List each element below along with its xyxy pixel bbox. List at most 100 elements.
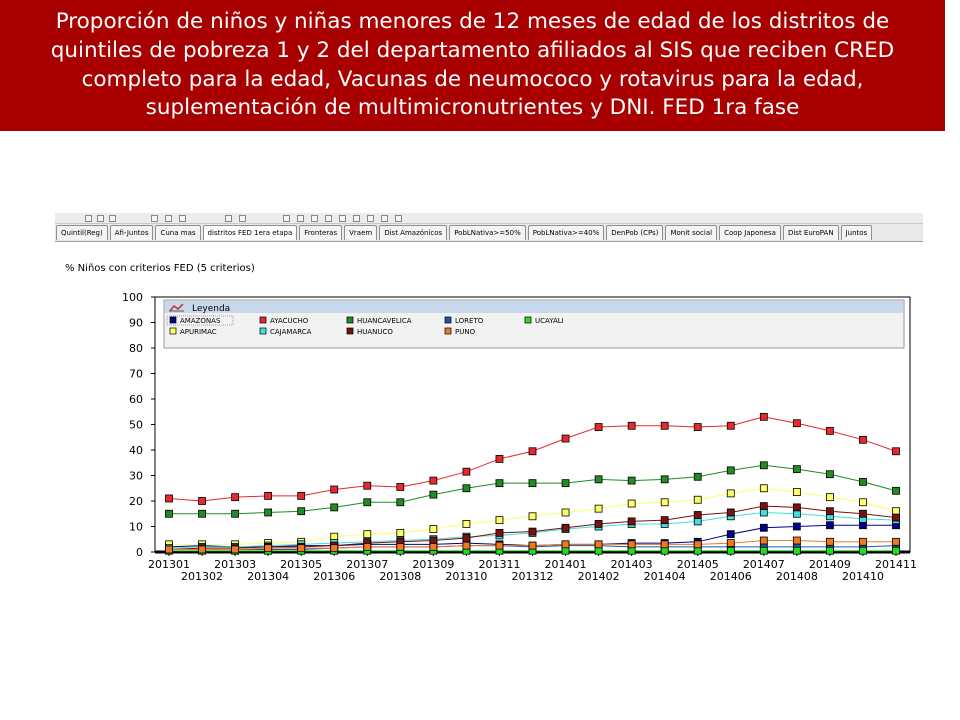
legend-swatch-huanuco — [346, 327, 354, 335]
x-tick-label: 201311 — [478, 558, 520, 571]
tab-juntos[interactable]: Juntos — [840, 225, 873, 240]
tab-afi-juntos[interactable]: Afi-Juntos — [109, 225, 154, 240]
toolbar-button-icon[interactable] — [283, 215, 290, 222]
toolbar-button-icon[interactable] — [395, 215, 402, 222]
legend-label-huancavelica: HUANCAVELICA — [357, 317, 412, 325]
tab-poblnativa-40[interactable]: PobLNativa>=40% — [527, 225, 605, 240]
x-tick-label: 201403 — [611, 558, 653, 571]
y-tick-label: 20 — [129, 495, 143, 508]
data-point-cajamarca — [759, 508, 768, 517]
y-tick-label: 60 — [129, 393, 143, 406]
y-tick-label: 30 — [129, 470, 143, 483]
legend-label-loreto: LORETO — [455, 317, 484, 325]
tab-cuna-mas[interactable]: Cuna mas — [155, 225, 201, 240]
data-point-ucayali — [561, 546, 570, 555]
data-point-huanuco — [429, 536, 438, 545]
data-point-ucayali — [693, 546, 702, 555]
chart-area: % Niños con criterios FED (5 criterios) … — [55, 243, 923, 593]
data-point-huancavelica — [165, 509, 173, 518]
data-point-huanuco — [826, 507, 834, 516]
data-point-apurimac — [792, 488, 801, 496]
data-point-ucayali — [859, 546, 867, 555]
data-point-huanuco — [561, 523, 570, 532]
tab-denpob-cps[interactable]: DenPob (CPs) — [606, 225, 664, 240]
data-point-puno — [495, 541, 504, 550]
data-point-huancavelica — [264, 508, 273, 517]
data-point-ayacucho — [627, 421, 636, 430]
toolbar-button-icon[interactable] — [353, 215, 360, 222]
y-tick-label: 70 — [129, 368, 143, 381]
data-point-puno — [231, 545, 239, 554]
data-point-apurimac — [396, 528, 405, 537]
toolbar-button-icon[interactable] — [311, 215, 318, 222]
data-point-ayacucho — [892, 447, 900, 456]
tab-dist-amazonicos[interactable]: Dist Amazónicos — [379, 225, 448, 240]
toolbar-button-icon[interactable] — [381, 215, 388, 222]
toolbar-button-icon[interactable] — [85, 215, 92, 222]
data-point-apurimac — [627, 499, 636, 508]
toolbar-button-icon[interactable] — [239, 215, 246, 222]
y-tick-label: 100 — [122, 291, 143, 304]
toolbar-button-icon[interactable] — [325, 215, 332, 222]
data-point-huanuco — [693, 511, 702, 519]
tab-dist-europan[interactable]: Dist EuroPAN — [782, 225, 839, 240]
data-point-huancavelica — [528, 479, 537, 488]
toolbar-button-icon[interactable] — [367, 215, 374, 222]
x-tick-label: 201408 — [776, 570, 818, 583]
data-point-ucayali — [892, 546, 900, 555]
data-point-huanuco — [792, 503, 801, 512]
x-tick-label: 201309 — [412, 558, 454, 571]
data-point-puno — [759, 536, 768, 545]
legend-swatch-loreto — [444, 316, 452, 324]
data-point-huancavelica — [660, 475, 669, 484]
toolbar-button-icon[interactable] — [225, 215, 232, 222]
chart-legend: Leyenda AMAZONAS AYACUCHO HUANCAVELICA LORE… — [163, 299, 905, 349]
data-point-puno — [429, 542, 438, 551]
tab-bar: Quintil(Reg) Afi-Juntos Cuna mas distrit… — [55, 224, 923, 242]
tab-monit-social[interactable]: Monit social — [665, 225, 718, 240]
tab-fronteras[interactable]: Fronteras — [299, 225, 343, 240]
data-point-ayacucho — [264, 491, 273, 500]
data-point-puno — [859, 537, 867, 546]
tab-quintil-reg[interactable]: Quintil(Reg) — [56, 225, 108, 240]
tab-coop-japonesa[interactable]: Coop Japonesa — [719, 225, 781, 240]
data-point-puno — [528, 541, 537, 550]
line-chart: % Niños con criterios FED (5 criterios) … — [65, 263, 917, 583]
toolbar-button-icon[interactable] — [339, 215, 346, 222]
data-point-puno — [264, 544, 273, 553]
toolbar-button-icon[interactable] — [165, 215, 172, 222]
legend-swatch-cajamarca — [259, 327, 267, 335]
legend-label-ayacucho: AYACUCHO — [270, 317, 309, 325]
y-tick-label: 80 — [129, 342, 143, 355]
x-tick-label: 201401 — [545, 558, 587, 571]
data-point-ayacucho — [660, 421, 669, 430]
data-point-amazonas — [859, 521, 867, 530]
toolbar-button-icon[interactable] — [97, 215, 104, 222]
tab-distritos-fed[interactable]: distritos FED 1era etapa — [202, 225, 298, 240]
chart-title: % Niños con criterios FED (5 criterios) — [65, 263, 255, 274]
data-point-puno — [627, 540, 636, 549]
toolbar-button-icon[interactable] — [109, 215, 116, 222]
x-tick-label: 201308 — [379, 570, 421, 583]
legend-swatch-ayacucho — [259, 316, 267, 324]
data-point-huancavelica — [792, 465, 801, 474]
tab-poblnativa-50[interactable]: PobLNativa>=50% — [449, 225, 526, 240]
data-point-huanuco — [627, 517, 636, 526]
toolbar-button-icon[interactable] — [179, 215, 186, 222]
data-point-ayacucho — [693, 423, 702, 431]
x-tick-label: 201307 — [346, 558, 388, 571]
data-point-huancavelica — [396, 498, 405, 507]
data-point-huancavelica — [826, 470, 834, 479]
toolbar-button-icon[interactable] — [151, 215, 158, 222]
data-point-apurimac — [892, 507, 900, 516]
data-point-huancavelica — [892, 486, 900, 495]
toolbar-button-icon[interactable] — [297, 215, 304, 222]
data-point-ayacucho — [429, 476, 438, 485]
data-point-huancavelica — [297, 507, 306, 516]
data-point-apurimac — [759, 484, 768, 493]
tab-vraem[interactable]: Vraem — [344, 225, 378, 240]
data-point-apurimac — [462, 520, 471, 528]
data-point-puno — [792, 536, 801, 545]
data-point-ucayali — [759, 546, 768, 555]
data-point-ayacucho — [792, 419, 801, 428]
